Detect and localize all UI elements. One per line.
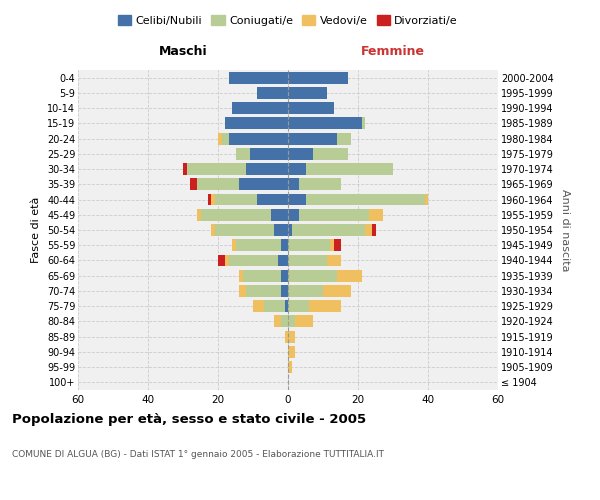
Bar [361, 118, 365, 130]
Bar [211, 224, 215, 236]
Bar [253, 300, 263, 312]
Bar [246, 163, 288, 175]
Bar [288, 132, 337, 144]
Y-axis label: Anni di nascita: Anni di nascita [560, 188, 571, 271]
Bar [295, 316, 313, 328]
Bar [299, 209, 368, 220]
Bar [263, 300, 284, 312]
Bar [183, 163, 187, 175]
Bar [208, 194, 211, 205]
Bar [337, 132, 351, 144]
Bar [288, 87, 326, 99]
Bar [288, 330, 295, 342]
Bar [288, 209, 299, 220]
Bar [425, 194, 428, 205]
Bar [229, 132, 288, 144]
Bar [281, 316, 288, 328]
Bar [215, 224, 274, 236]
Bar [277, 254, 288, 266]
Bar [323, 285, 351, 297]
Bar [242, 270, 281, 281]
Bar [218, 254, 225, 266]
Bar [330, 240, 334, 251]
Bar [292, 224, 365, 236]
Bar [305, 194, 425, 205]
Bar [288, 72, 347, 84]
Bar [372, 224, 376, 236]
Text: COMUNE DI ALGUA (BG) - Dati ISTAT 1° gennaio 2005 - Elaborazione TUTTITALIA.IT: COMUNE DI ALGUA (BG) - Dati ISTAT 1° gen… [12, 450, 384, 459]
Bar [239, 285, 246, 297]
Bar [235, 148, 250, 160]
Bar [225, 118, 288, 130]
Bar [368, 209, 383, 220]
Bar [229, 72, 288, 84]
Bar [239, 270, 242, 281]
Bar [288, 178, 299, 190]
Bar [284, 330, 288, 342]
Bar [257, 194, 288, 205]
Bar [187, 163, 246, 175]
Bar [365, 224, 372, 236]
Bar [284, 300, 288, 312]
Bar [288, 148, 313, 160]
Y-axis label: Fasce di età: Fasce di età [31, 197, 41, 263]
Bar [288, 163, 305, 175]
Bar [281, 240, 288, 251]
Bar [288, 102, 334, 114]
Bar [288, 300, 309, 312]
Bar [337, 270, 361, 281]
Bar [218, 132, 221, 144]
Text: Femmine: Femmine [361, 45, 425, 58]
Text: Popolazione per età, sesso e stato civile - 2005: Popolazione per età, sesso e stato civil… [12, 412, 366, 426]
Bar [281, 285, 288, 297]
Bar [211, 194, 215, 205]
Bar [232, 102, 288, 114]
Bar [215, 194, 257, 205]
Bar [288, 240, 330, 251]
Bar [246, 285, 281, 297]
Legend: Celibi/Nubili, Coniugati/e, Vedovi/e, Divorziati/e: Celibi/Nubili, Coniugati/e, Vedovi/e, Di… [113, 10, 463, 30]
Bar [288, 316, 295, 328]
Bar [190, 178, 197, 190]
Bar [288, 285, 323, 297]
Bar [288, 224, 292, 236]
Bar [239, 178, 288, 190]
Bar [274, 316, 281, 328]
Bar [299, 178, 341, 190]
Bar [200, 209, 271, 220]
Bar [334, 240, 341, 251]
Bar [271, 209, 288, 220]
Bar [305, 163, 393, 175]
Bar [288, 118, 361, 130]
Bar [281, 270, 288, 281]
Bar [197, 178, 239, 190]
Bar [288, 270, 337, 281]
Bar [250, 148, 288, 160]
Bar [221, 132, 229, 144]
Bar [313, 148, 347, 160]
Bar [257, 87, 288, 99]
Bar [274, 224, 288, 236]
Bar [288, 361, 292, 373]
Bar [309, 300, 341, 312]
Bar [235, 240, 281, 251]
Bar [225, 254, 229, 266]
Text: Maschi: Maschi [158, 45, 208, 58]
Bar [326, 254, 341, 266]
Bar [288, 346, 295, 358]
Bar [288, 254, 326, 266]
Bar [197, 209, 200, 220]
Bar [288, 194, 305, 205]
Bar [232, 240, 235, 251]
Bar [229, 254, 277, 266]
